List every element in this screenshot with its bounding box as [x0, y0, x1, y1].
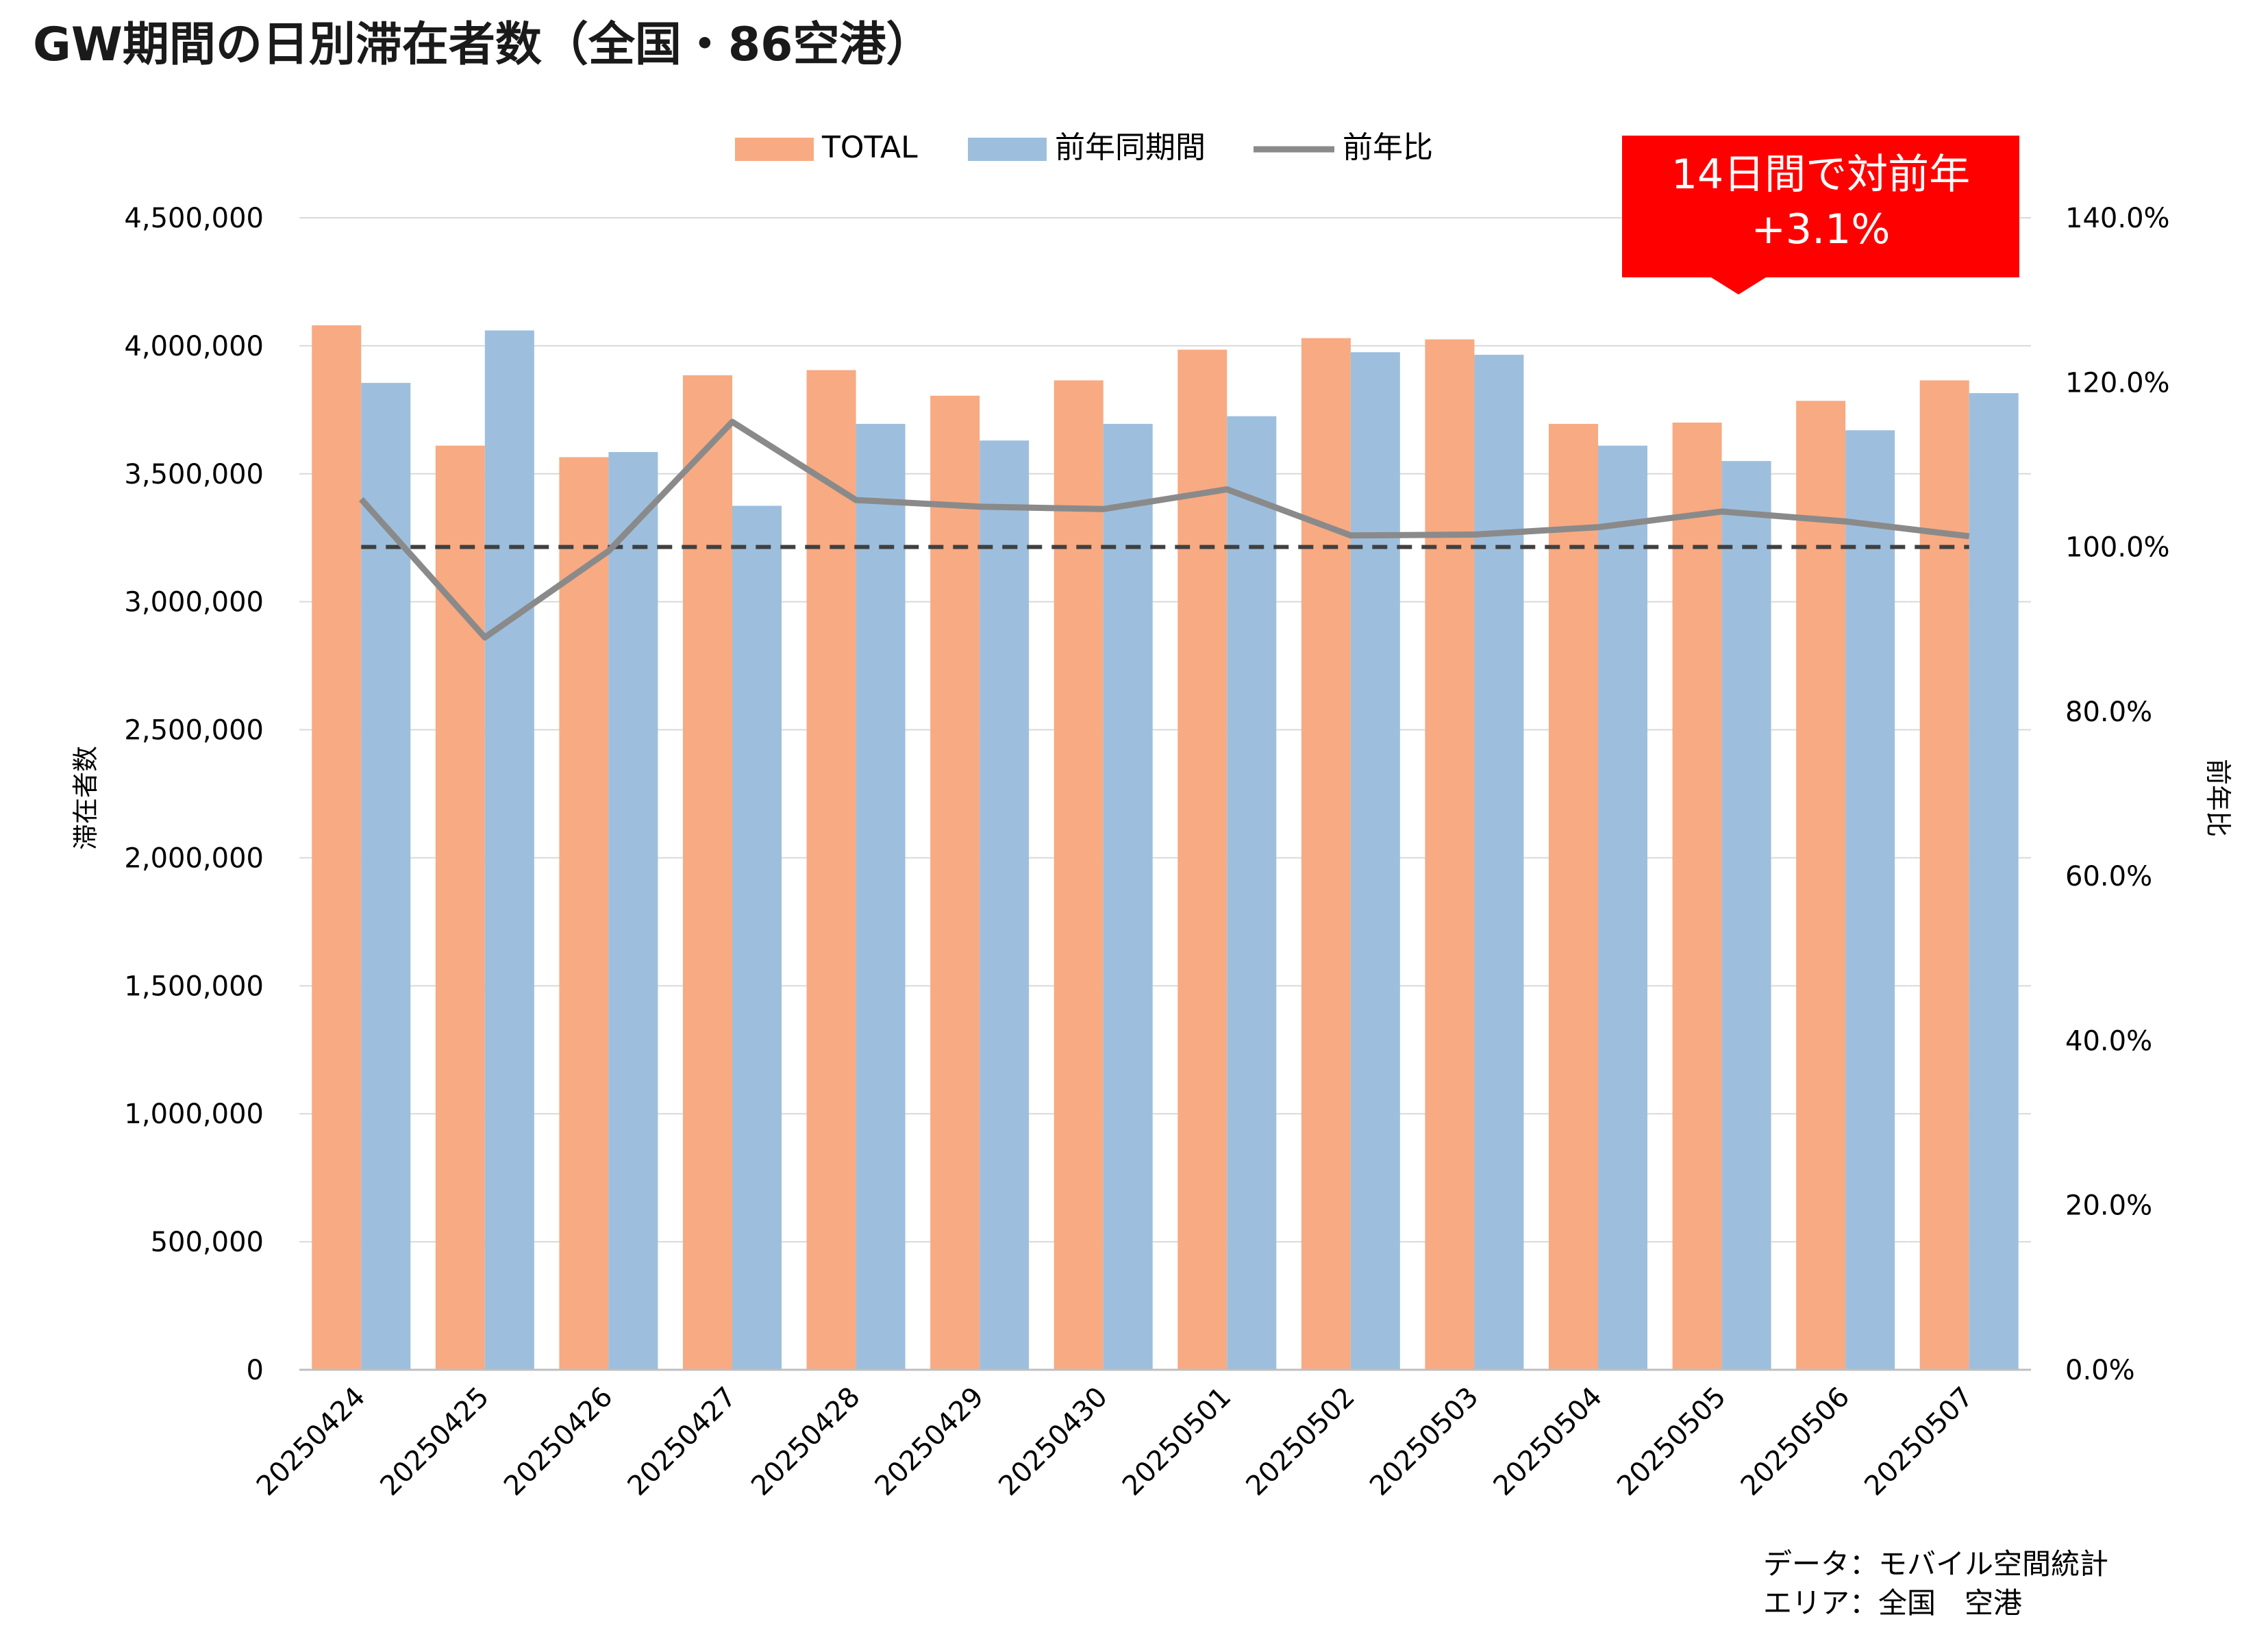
bar-total	[1796, 401, 1846, 1370]
callout-line2: +3.1%	[1752, 205, 1891, 253]
right-axis-ticks: 0.0% 20.0% 40.0% 60.0% 80.0% 100.0% 120.0% 140.…	[2065, 203, 2170, 1386]
x-tick-label: 20250427	[622, 1381, 743, 1502]
x-tick-label: 20250506	[1735, 1381, 1856, 1502]
y2-tick-label: 120.0%	[2065, 367, 2170, 399]
bar-total	[683, 375, 732, 1370]
ratio-polyline	[358, 418, 1970, 641]
x-tick-label: 20250504	[1488, 1381, 1608, 1502]
legend: TOTAL 前年同期間 前年比	[735, 130, 1433, 165]
y2-tick-label: 20.0%	[2065, 1190, 2152, 1222]
ratio-line	[358, 418, 1970, 641]
y-tick-label: 2,000,000	[124, 842, 264, 874]
x-tick-label: 20250501	[1117, 1381, 1237, 1502]
bar-prev	[1474, 354, 1524, 1370]
y-tick-label: 1,500,000	[124, 970, 264, 1002]
bar-total	[1054, 380, 1104, 1370]
bar-total	[1425, 339, 1475, 1370]
y-tick-label: 500,000	[151, 1227, 264, 1258]
y2-tick-label: 0.0%	[2065, 1355, 2135, 1386]
y-axis-label: 滞在者数	[71, 746, 101, 850]
x-tick-label: 20250429	[869, 1381, 990, 1502]
bars	[312, 325, 2019, 1370]
y-tick-label: 2,500,000	[124, 715, 264, 747]
bar-prev	[1598, 445, 1647, 1370]
bar-prev	[608, 452, 658, 1370]
y-tick-label: 4,000,000	[124, 331, 264, 362]
bar-prev	[484, 330, 534, 1370]
bar-prev	[856, 423, 906, 1370]
callout-line1: 14日間で対前年	[1671, 151, 1970, 199]
footnote-source: データ：モバイル空間統計	[1763, 1547, 2108, 1581]
left-axis-ticks: 0 500,000 1,000,000 1,500,000 2,000,000 2,500…	[124, 203, 264, 1386]
bar-total	[1549, 423, 1598, 1370]
bar-total	[1301, 338, 1351, 1370]
bar-total	[559, 457, 609, 1370]
bar-total	[312, 325, 362, 1370]
bar-prev	[1350, 352, 1400, 1370]
bar-prev	[1721, 461, 1771, 1370]
x-tick-label: 20250502	[1240, 1381, 1360, 1502]
x-tick-label: 20250425	[374, 1381, 495, 1502]
y-tick-label: 0	[247, 1355, 264, 1386]
legend-swatch-total	[735, 138, 814, 161]
bar-total	[806, 370, 856, 1370]
bar-prev	[1103, 423, 1153, 1370]
y-tick-label: 4,500,000	[124, 203, 264, 234]
x-tick-label: 20250426	[498, 1381, 619, 1502]
y-tick-label: 1,000,000	[124, 1099, 264, 1130]
bar-prev	[1227, 416, 1277, 1370]
legend-label-ratio: 前年比	[1343, 130, 1433, 165]
bar-prev	[1845, 430, 1895, 1370]
y2-tick-label: 140.0%	[2065, 203, 2170, 234]
x-axis-ticks: 20250424 20250425 20250426 20250427 20250428…	[251, 1381, 1980, 1502]
bar-prev	[1969, 393, 2019, 1370]
y2-tick-label: 100.0%	[2065, 532, 2170, 564]
y2-tick-label: 60.0%	[2065, 861, 2152, 892]
callout-badge: 14日間で対前年 +3.1%	[1622, 136, 2019, 295]
bar-prev	[980, 440, 1030, 1370]
bar-total	[930, 395, 980, 1370]
y2-tick-label: 80.0%	[2065, 697, 2152, 728]
bar-prev	[732, 505, 782, 1370]
bar-total	[1177, 349, 1228, 1370]
bar-total	[1672, 423, 1722, 1370]
footnote-area: エリア：全国 空港	[1763, 1586, 2022, 1620]
y2-axis-label: 前年比	[2203, 759, 2233, 837]
y2-tick-label: 40.0%	[2065, 1025, 2152, 1057]
callout-shape	[1622, 136, 2019, 295]
x-tick-label: 20250428	[745, 1381, 866, 1502]
chart-title: GW期間の日別滞在者数（全国・86空港）	[33, 18, 932, 72]
legend-label-total: TOTAL	[821, 130, 918, 165]
x-tick-label: 20250503	[1364, 1381, 1484, 1502]
x-tick-label: 20250505	[1611, 1381, 1732, 1502]
x-tick-label: 20250424	[251, 1381, 371, 1502]
y-tick-label: 3,500,000	[124, 459, 264, 490]
x-tick-label: 20250430	[993, 1381, 1113, 1502]
y-tick-label: 3,000,000	[124, 587, 264, 618]
legend-label-prev: 前年同期間	[1055, 130, 1206, 165]
legend-swatch-prev	[968, 138, 1047, 161]
gridlines	[299, 217, 2031, 1243]
bar-total	[435, 445, 485, 1370]
x-tick-label: 20250507	[1858, 1381, 1979, 1502]
